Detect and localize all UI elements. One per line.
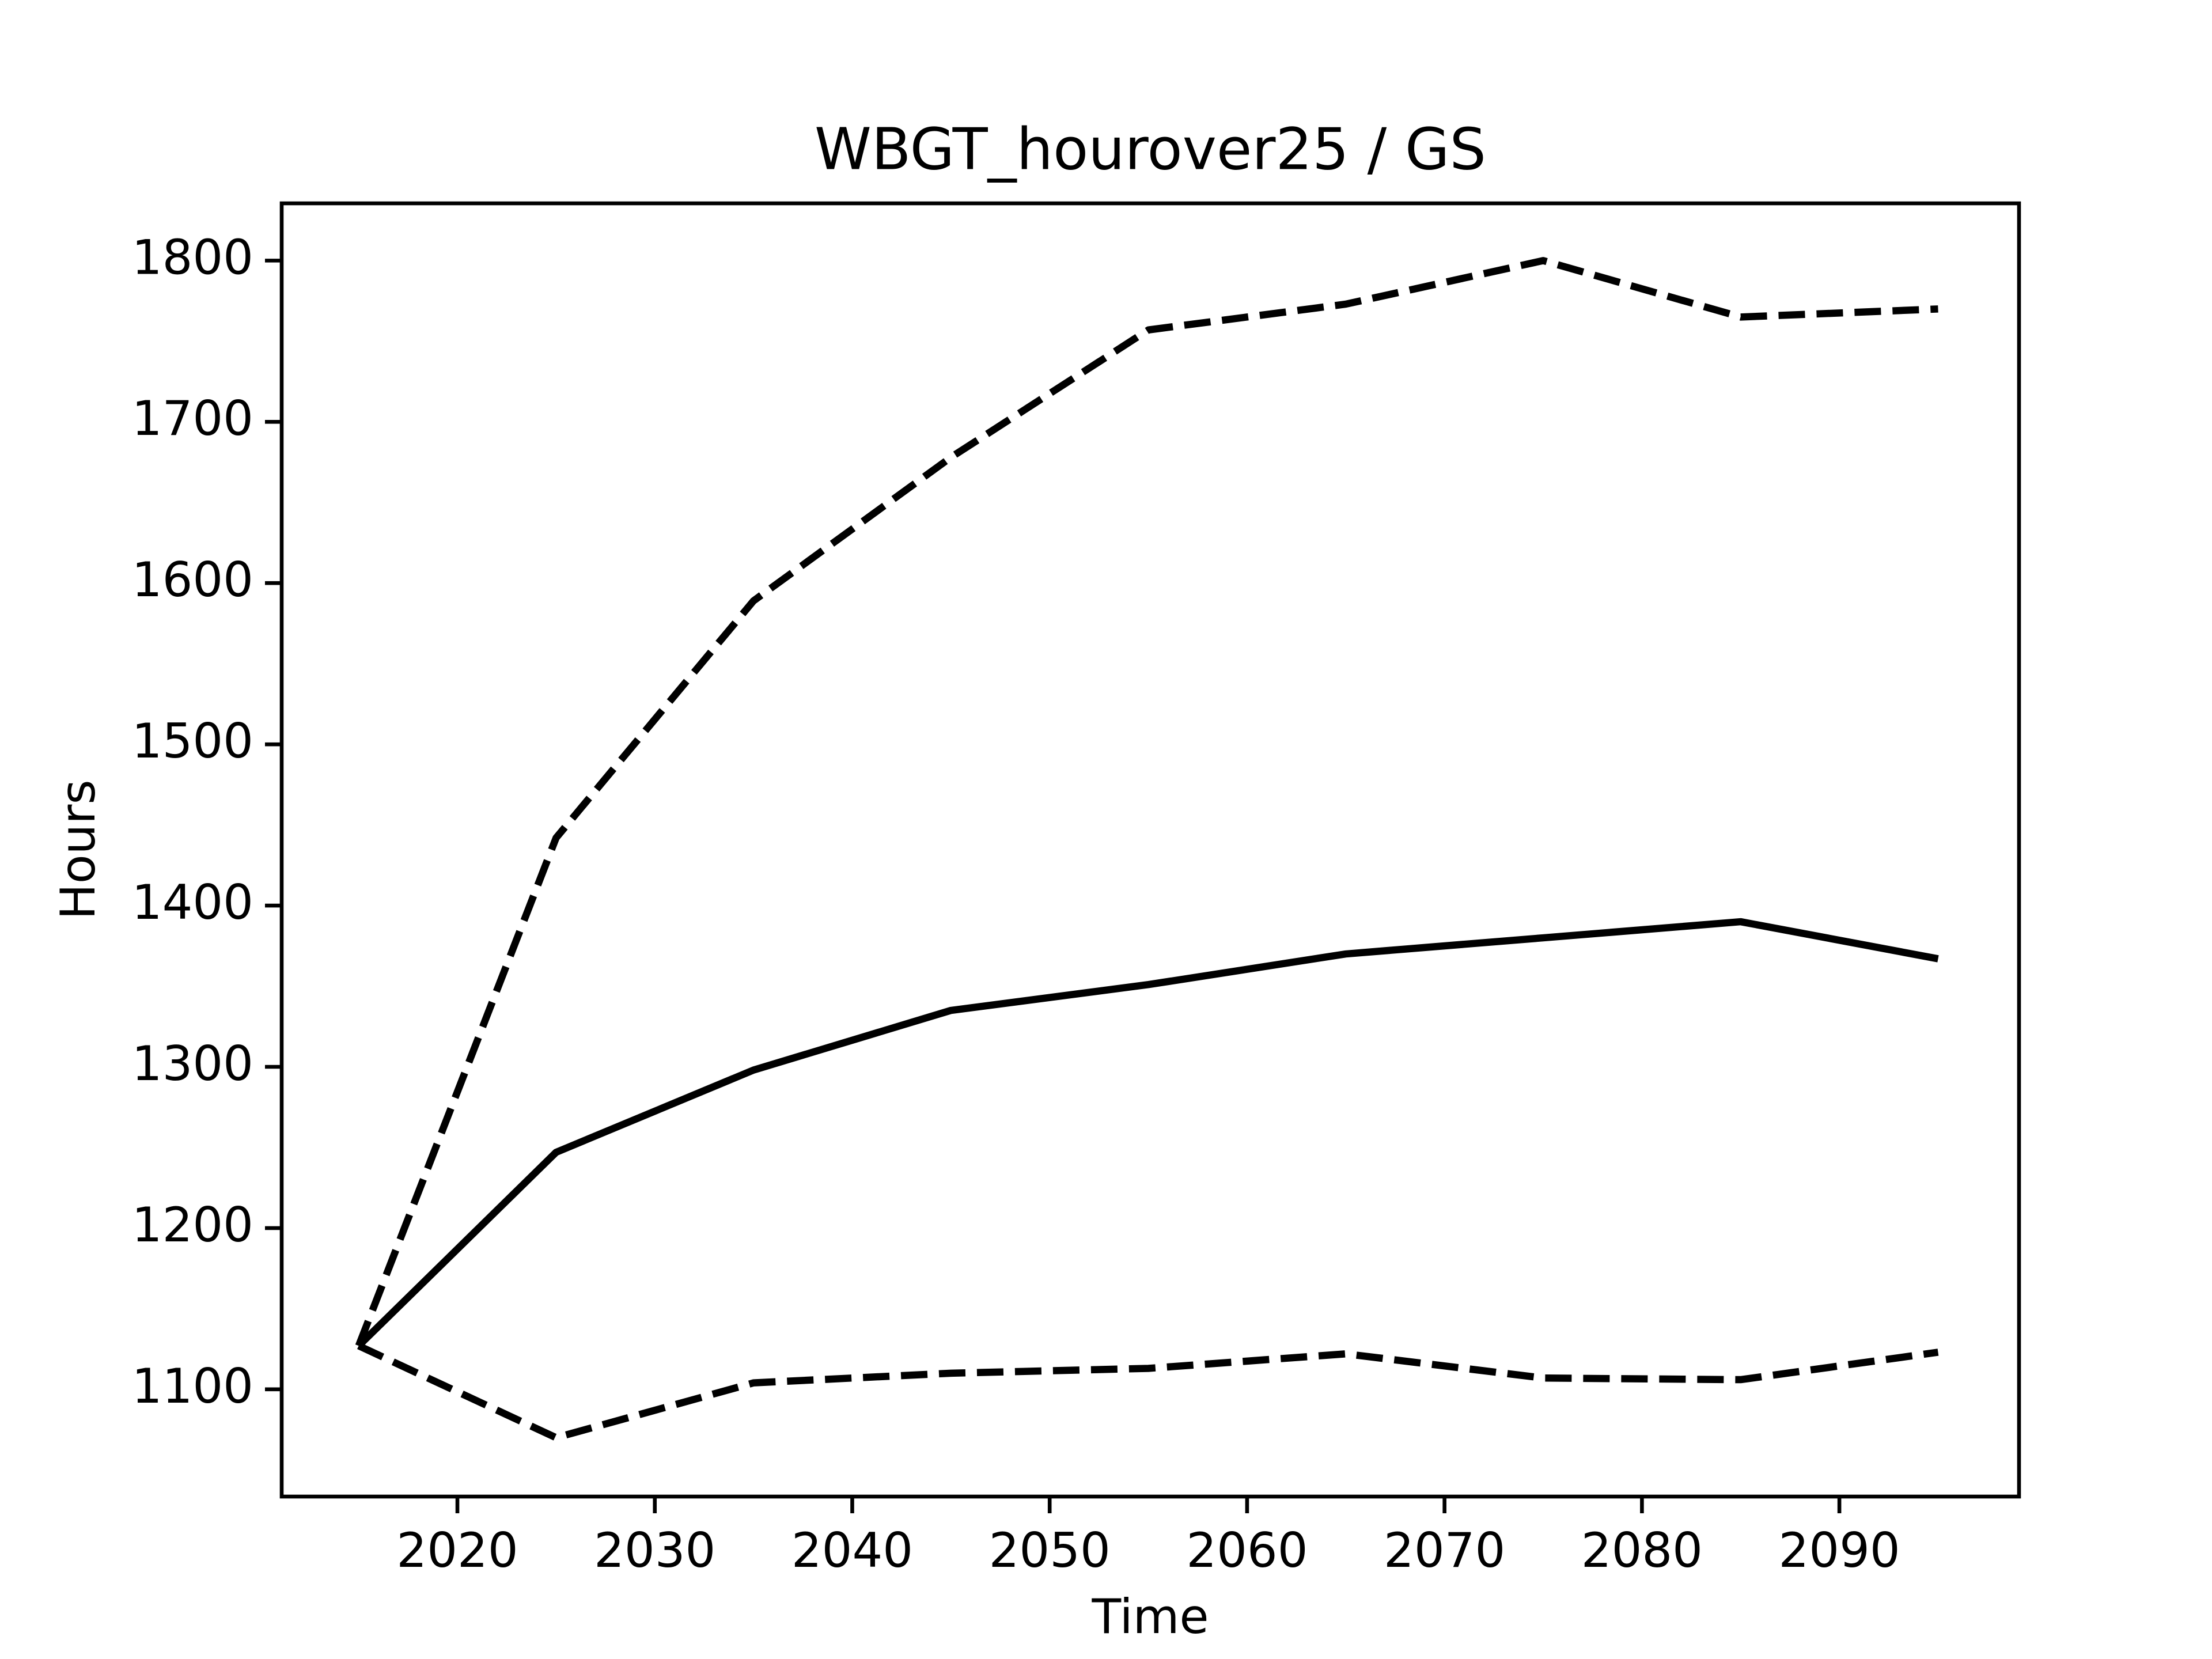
y-tick-label: 1100 xyxy=(132,1358,253,1414)
x-tick-label: 2030 xyxy=(594,1522,715,1578)
y-axis-label: Hours xyxy=(50,779,106,919)
x-tick-label: 2050 xyxy=(989,1522,1111,1578)
y-tick-label: 1200 xyxy=(132,1197,253,1253)
line-series xyxy=(357,1342,1939,1442)
x-tick-label: 2040 xyxy=(791,1522,913,1578)
y-tick-label: 1500 xyxy=(132,713,253,769)
line-series xyxy=(356,918,1939,1349)
chart-title: WBGT_hourover25 / GS xyxy=(815,115,1486,183)
x-tick-label: 2090 xyxy=(1779,1522,1900,1578)
y-tick-label: 1700 xyxy=(132,391,253,446)
y-tick-label: 1800 xyxy=(132,229,253,285)
x-tick-label: 2060 xyxy=(1186,1522,1308,1578)
y-tick-label: 1300 xyxy=(132,1036,253,1092)
plot-frame xyxy=(279,201,2021,1499)
x-axis-label: Time xyxy=(1091,1589,1209,1645)
x-tick-label: 2070 xyxy=(1384,1522,1505,1578)
x-tick-label: 2020 xyxy=(396,1522,518,1578)
x-tick-label: 2080 xyxy=(1581,1522,1703,1578)
y-tick-label: 1600 xyxy=(132,552,253,608)
y-tick-label: 1400 xyxy=(132,874,253,930)
line-series xyxy=(355,257,1938,1347)
